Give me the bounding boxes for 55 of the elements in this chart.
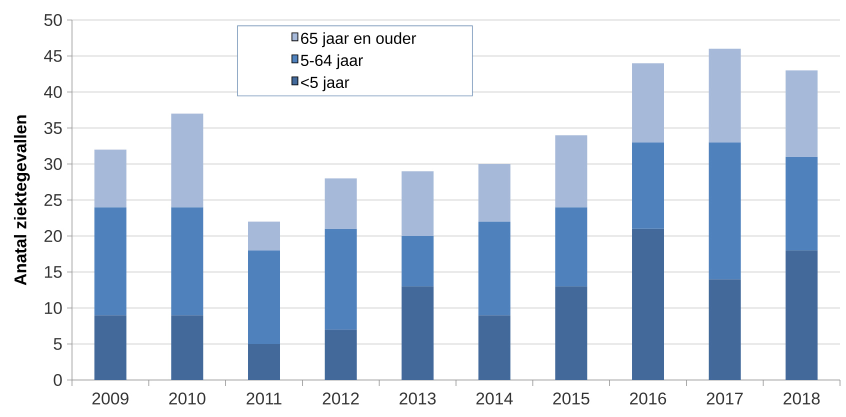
bar: [555, 207, 588, 286]
bar: [248, 344, 280, 380]
bar: [248, 222, 280, 250]
y-tick-label: 0: [54, 374, 62, 386]
bar: [171, 315, 204, 380]
y-tick-label: 10: [44, 302, 62, 314]
x-tick-label: 2018: [784, 392, 820, 405]
bar: [632, 228, 664, 380]
bar: [555, 135, 588, 208]
bar: [632, 63, 664, 142]
bar: [324, 178, 357, 229]
bar: [708, 279, 741, 380]
y-tick-label: 40: [44, 86, 62, 98]
bar: [478, 222, 510, 316]
bar: [171, 114, 204, 208]
bar: [402, 236, 434, 286]
x-tick-label: 2010: [169, 392, 206, 405]
y-tick-label: 5: [54, 338, 62, 350]
y-tick-label: 20: [44, 230, 62, 242]
bar: [478, 164, 510, 222]
bar: [478, 315, 510, 380]
bar: [94, 207, 126, 316]
x-tick-label: 2011: [246, 392, 282, 405]
legend-label: 65 jaar en ouder: [301, 32, 416, 48]
x-tick-label: 2016: [630, 392, 666, 405]
bar: [402, 171, 434, 236]
legend-label: <5 jaar: [301, 76, 350, 92]
bar: [402, 286, 434, 380]
y-axis-title: Anatal ziektegevallen: [14, 115, 30, 286]
x-tick-label: 2017: [706, 392, 743, 405]
x-tick-label: 2015: [553, 392, 590, 405]
y-tick-label: 45: [44, 50, 62, 62]
x-tick-label: 2012: [322, 392, 359, 405]
x-tick-label: 2009: [92, 392, 128, 405]
bar: [248, 250, 280, 344]
bar: [708, 142, 741, 280]
bar: [786, 70, 818, 157]
y-tick-label: 15: [44, 266, 62, 278]
y-tick-label: 50: [44, 14, 62, 26]
bar: [786, 250, 818, 380]
bar: [324, 228, 357, 330]
y-tick-label: 30: [44, 158, 62, 170]
bar: [632, 142, 664, 229]
bar: [555, 286, 588, 380]
bar: [708, 48, 741, 142]
bar: [94, 150, 126, 208]
bar: [171, 207, 204, 316]
x-tick-label: 2014: [476, 392, 513, 405]
legend-label: 5-64 jaar: [300, 54, 363, 70]
bar: [94, 315, 126, 380]
bar: [786, 156, 818, 250]
x-tick-label: 2013: [400, 392, 436, 405]
bar: [324, 330, 357, 380]
y-tick-label: 25: [44, 194, 62, 206]
y-tick-label: 35: [44, 122, 62, 134]
